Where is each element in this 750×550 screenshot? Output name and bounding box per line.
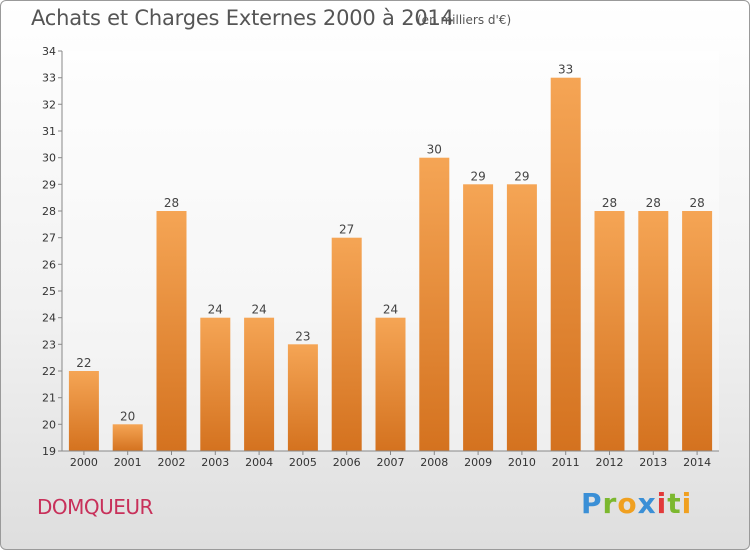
bar-2009	[463, 184, 494, 452]
commune-name: DOMQUEUR	[37, 495, 153, 519]
y-tick-label-23: 23	[42, 338, 56, 351]
x-tick-label-2001: 2001	[114, 456, 142, 469]
y-tick-label-20: 20	[42, 418, 56, 431]
value-label-2008: 30	[427, 143, 442, 157]
bar-2012	[594, 211, 625, 451]
value-label-2014: 28	[689, 196, 704, 210]
bar-2005	[287, 344, 318, 451]
value-label-2012: 28	[602, 196, 617, 210]
chart-subtitle: (en milliers d'€)	[417, 13, 512, 27]
y-tick-label-21: 21	[42, 392, 56, 405]
x-tick-label-2011: 2011	[552, 456, 580, 469]
y-tick-label-31: 31	[42, 125, 56, 138]
y-tick-label-27: 27	[42, 232, 56, 245]
value-label-2004: 24	[251, 303, 266, 317]
y-tick-label-33: 33	[42, 72, 56, 85]
y-tick-label-25: 25	[42, 285, 56, 298]
y-tick-label-34: 34	[42, 45, 56, 58]
x-tick-label-2006: 2006	[333, 456, 361, 469]
x-tick-label-2012: 2012	[596, 456, 624, 469]
proxiti-logo: Proxiti	[581, 487, 693, 520]
y-tick-label-32: 32	[42, 98, 56, 111]
x-tick-label-2014: 2014	[683, 456, 711, 469]
value-label-2005: 23	[295, 329, 310, 343]
value-label-2009: 29	[470, 169, 485, 183]
bar-2008	[419, 157, 450, 451]
bar-2014	[682, 211, 713, 451]
bar-2004	[244, 317, 275, 451]
y-tick-label-26: 26	[42, 258, 56, 271]
bar-2001	[112, 424, 143, 451]
bar-2007	[375, 317, 406, 451]
y-tick-label-22: 22	[42, 365, 56, 378]
x-tick-label-2004: 2004	[245, 456, 273, 469]
x-tick-label-2010: 2010	[508, 456, 536, 469]
x-tick-label-2008: 2008	[420, 456, 448, 469]
x-tick-label-2007: 2007	[377, 456, 405, 469]
y-tick-label-19: 19	[42, 445, 56, 458]
value-label-2011: 33	[558, 63, 573, 77]
bar-2002	[156, 211, 187, 451]
value-label-2002: 28	[164, 196, 179, 210]
x-tick-label-2003: 2003	[201, 456, 229, 469]
x-tick-label-2002: 2002	[158, 456, 186, 469]
value-label-2007: 24	[383, 303, 398, 317]
value-label-2003: 24	[208, 303, 223, 317]
bar-2013	[638, 211, 669, 451]
y-tick-label-24: 24	[42, 312, 56, 325]
bar-2003	[200, 317, 231, 451]
y-tick-label-28: 28	[42, 205, 56, 218]
value-label-2010: 29	[514, 169, 529, 183]
value-label-2000: 22	[76, 356, 91, 370]
bar-2011	[550, 77, 581, 451]
y-tick-label-30: 30	[42, 152, 56, 165]
x-tick-label-2009: 2009	[464, 456, 492, 469]
value-label-2001: 20	[120, 409, 135, 423]
bar-2000	[68, 371, 99, 451]
x-tick-label-2005: 2005	[289, 456, 317, 469]
x-tick-label-2013: 2013	[639, 456, 667, 469]
bar-2010	[506, 184, 537, 452]
x-tick-label-2000: 2000	[70, 456, 98, 469]
chart-title: Achats et Charges Externes 2000 à 2014	[31, 6, 454, 30]
value-label-2006: 27	[339, 223, 354, 237]
bar-2006	[331, 237, 362, 451]
y-tick-label-29: 29	[42, 178, 56, 191]
value-label-2013: 28	[646, 196, 661, 210]
